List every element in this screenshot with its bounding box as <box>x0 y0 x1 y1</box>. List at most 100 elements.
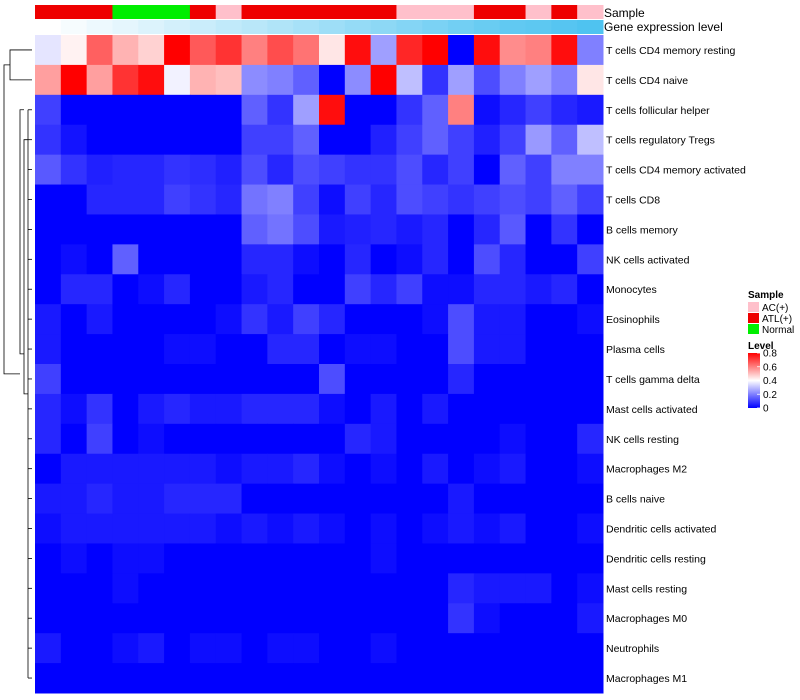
expression-annotation-cell <box>525 20 552 34</box>
heatmap-cell <box>112 35 139 66</box>
heatmap-cell <box>344 423 372 455</box>
heatmap-cell <box>422 244 449 275</box>
heatmap-cell <box>525 543 552 574</box>
heatmap-cell <box>215 543 243 574</box>
heatmap-cell <box>370 483 397 515</box>
heatmap-cell <box>422 64 449 96</box>
heatmap-cell <box>499 244 527 275</box>
heatmap-cell <box>344 214 372 245</box>
heatmap-cell <box>86 513 113 544</box>
heatmap-cell <box>138 334 165 365</box>
heatmap-cell <box>293 124 320 156</box>
heatmap-cell <box>344 543 372 574</box>
heatmap-cell <box>35 364 62 395</box>
heatmap-cell <box>551 543 578 574</box>
heatmap-cell <box>396 573 423 604</box>
heatmap-cell <box>86 304 113 335</box>
heatmap-cell <box>60 64 88 96</box>
heatmap-cell <box>577 244 604 275</box>
heatmap-cell <box>215 304 243 335</box>
heatmap-cell <box>577 423 604 455</box>
heatmap-cell <box>35 483 62 515</box>
heatmap-cell <box>189 573 217 604</box>
legend-sample-swatch <box>748 313 759 323</box>
sample-annotation-cell <box>396 5 423 19</box>
heatmap-cell <box>448 423 475 455</box>
heatmap-cell <box>525 154 552 186</box>
heatmap-cell <box>35 393 62 425</box>
sample-annotation-cell <box>241 5 268 19</box>
expression-annotation-cell <box>344 20 372 34</box>
heatmap-cell <box>448 453 475 485</box>
heatmap-cell <box>525 274 552 305</box>
heatmap-cell <box>370 543 397 574</box>
heatmap-cell <box>267 35 294 66</box>
dendrogram-branch <box>9 49 32 81</box>
heatmap-cell <box>293 184 320 215</box>
row-label: T cells CD8 <box>606 195 660 207</box>
heatmap-cell <box>499 663 527 694</box>
heatmap-cell <box>60 663 88 694</box>
heatmap-cell <box>370 633 397 664</box>
heatmap-cell <box>448 184 475 215</box>
sample-annotation-cell <box>319 5 346 19</box>
heatmap-cell <box>215 214 243 245</box>
heatmap-cell <box>293 633 320 664</box>
heatmap-cell <box>267 184 294 215</box>
heatmap-cell <box>86 364 113 395</box>
heatmap-cell <box>319 274 346 305</box>
row-label: Dendritic cells resting <box>606 553 706 565</box>
legend-sample-label: ATL(+) <box>762 314 792 325</box>
heatmap-cell <box>189 393 217 425</box>
heatmap-cell <box>60 334 88 365</box>
heatmap-cell <box>499 543 527 574</box>
heatmap-cell <box>138 364 165 395</box>
heatmap-cell <box>551 393 578 425</box>
heatmap-cell <box>60 35 88 66</box>
heatmap-cell <box>112 633 139 664</box>
heatmap-cell <box>189 364 217 395</box>
heatmap-cell <box>473 154 501 186</box>
heatmap-cell <box>189 154 217 186</box>
heatmap-cell <box>35 543 62 574</box>
heatmap-cell <box>138 663 165 694</box>
heatmap-cell <box>319 244 346 275</box>
heatmap-cell <box>344 274 372 305</box>
heatmap-cell <box>525 633 552 664</box>
expression-annotation-cell <box>267 20 294 34</box>
heatmap-cell <box>396 274 423 305</box>
heatmap-cell <box>577 513 604 544</box>
heatmap-cell <box>344 94 372 126</box>
heatmap-cell <box>164 364 191 395</box>
heatmap-cell <box>577 603 604 634</box>
heatmap-cell <box>215 35 243 66</box>
heatmap-cell <box>319 483 346 515</box>
heatmap-cell <box>215 663 243 694</box>
heatmap-cell <box>164 453 191 485</box>
heatmap-cell <box>499 573 527 604</box>
heatmap-cell <box>35 94 62 126</box>
heatmap-cell <box>267 423 294 455</box>
heatmap-cell <box>267 633 294 664</box>
expression-annotation-cell <box>35 20 62 34</box>
heatmap-cell <box>241 334 268 365</box>
heatmap-cell <box>267 513 294 544</box>
heatmap-cell <box>60 483 88 515</box>
row-label: Mast cells activated <box>606 404 698 416</box>
heatmap-cell <box>499 94 527 126</box>
heatmap-cell <box>499 154 527 186</box>
heatmap-cell <box>60 573 88 604</box>
heatmap-cell <box>422 663 449 694</box>
heatmap-cell <box>473 94 501 126</box>
heatmap-cell <box>241 364 268 395</box>
heatmap-cell <box>422 603 449 634</box>
expression-annotation-cell <box>241 20 268 34</box>
heatmap-cell <box>422 364 449 395</box>
heatmap-cell <box>319 513 346 544</box>
heatmap-cell <box>551 364 578 395</box>
heatmap-cell <box>577 64 604 96</box>
heatmap-cell <box>86 64 113 96</box>
heatmap-cell <box>60 393 88 425</box>
heatmap-cell <box>86 603 113 634</box>
